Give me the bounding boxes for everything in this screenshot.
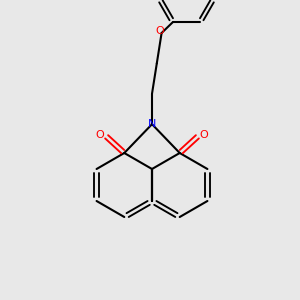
- Text: N: N: [148, 119, 156, 129]
- Text: O: O: [96, 130, 104, 140]
- Text: O: O: [155, 26, 164, 36]
- Text: O: O: [200, 130, 208, 140]
